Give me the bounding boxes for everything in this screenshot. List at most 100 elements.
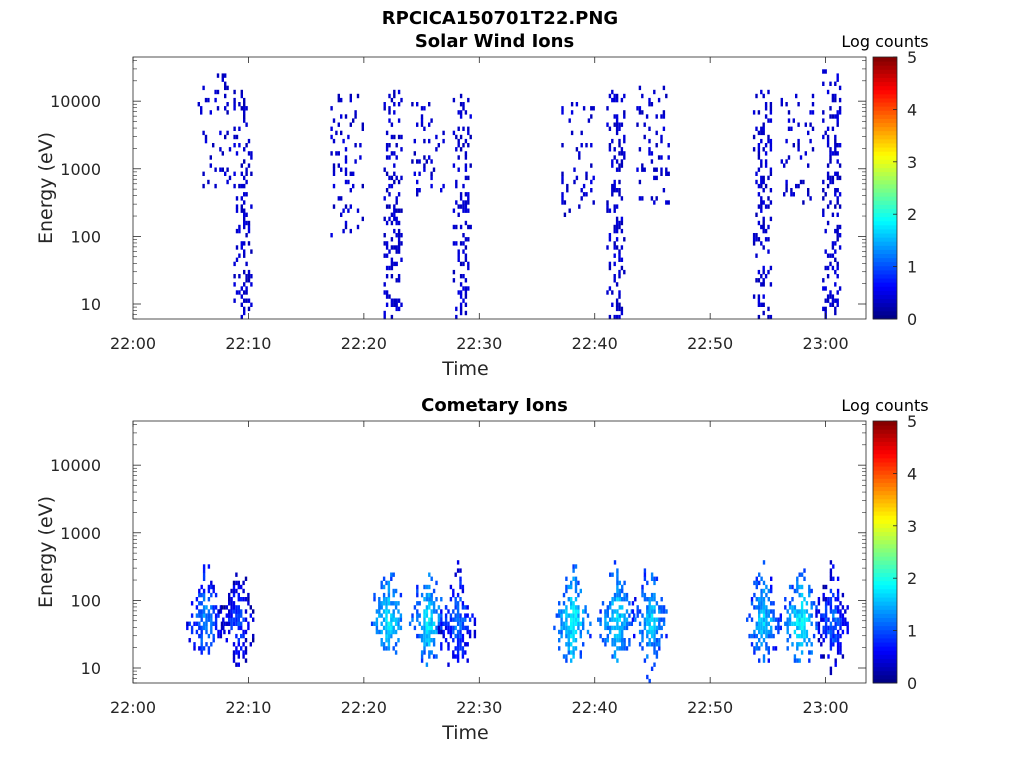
heatmap-cell bbox=[616, 592, 619, 598]
colorbar-step bbox=[873, 57, 897, 62]
heatmap-cell bbox=[388, 249, 391, 254]
heatmap-cell bbox=[785, 179, 788, 185]
heatmap-cell bbox=[829, 179, 832, 185]
heatmap-cell bbox=[382, 646, 386, 651]
heatmap-cell bbox=[235, 650, 238, 655]
heatmap-cell bbox=[244, 617, 248, 622]
heatmap-cell bbox=[616, 580, 619, 586]
heatmap-cell bbox=[383, 196, 386, 201]
heatmap-cell bbox=[580, 143, 583, 148]
heatmap-cell bbox=[440, 625, 443, 631]
heatmap-cell bbox=[385, 245, 389, 250]
heatmap-cell bbox=[620, 257, 624, 262]
heatmap-cell bbox=[820, 654, 823, 659]
heatmap-cell bbox=[653, 175, 656, 181]
heatmap-cell bbox=[221, 73, 224, 78]
heatmap-cell bbox=[456, 605, 460, 610]
heatmap-cell bbox=[638, 147, 642, 152]
heatmap-cell bbox=[615, 188, 619, 193]
heatmap-cell bbox=[380, 621, 383, 626]
heatmap-cell bbox=[829, 597, 833, 602]
heatmap-cell bbox=[392, 613, 395, 618]
colorbar-step bbox=[873, 605, 897, 610]
heatmap-cell bbox=[750, 597, 754, 602]
heatmap-cell bbox=[577, 605, 580, 610]
heatmap-cell bbox=[237, 597, 240, 602]
heatmap-cell bbox=[567, 613, 570, 618]
heatmap-cell bbox=[452, 609, 455, 614]
heatmap-cell bbox=[356, 224, 360, 230]
heatmap-cell bbox=[452, 130, 456, 136]
heatmap-cell bbox=[232, 580, 236, 586]
axes-frame bbox=[132, 420, 867, 684]
heatmap-cell bbox=[397, 220, 401, 226]
heatmap-cell bbox=[836, 196, 839, 201]
heatmap-cell bbox=[240, 93, 243, 99]
heatmap-cell bbox=[217, 633, 220, 639]
heatmap-cell bbox=[243, 269, 246, 275]
heatmap-cell bbox=[803, 568, 806, 573]
heatmap-cell bbox=[755, 253, 758, 258]
heatmap-cell bbox=[767, 597, 770, 602]
heatmap-cell bbox=[834, 662, 837, 667]
heatmap-cell bbox=[770, 633, 773, 639]
heatmap-cell bbox=[385, 646, 388, 651]
heatmap-cell bbox=[606, 621, 609, 626]
heatmap-cell bbox=[393, 228, 396, 234]
heatmap-cell bbox=[400, 175, 403, 181]
heatmap-cell bbox=[418, 159, 421, 164]
heatmap-cell bbox=[393, 216, 396, 222]
heatmap-cell bbox=[568, 208, 571, 213]
heatmap-cell bbox=[390, 625, 393, 631]
heatmap-cell bbox=[616, 617, 619, 622]
heatmap-cell bbox=[430, 159, 433, 164]
heatmap-cell bbox=[613, 314, 616, 320]
heatmap-cell bbox=[375, 621, 379, 626]
heatmap-cell bbox=[590, 143, 593, 148]
heatmap-cell bbox=[565, 613, 568, 618]
colorbar-tick-label: 5 bbox=[907, 412, 917, 431]
heatmap-cell bbox=[834, 147, 837, 152]
heatmap-cell bbox=[800, 633, 804, 639]
heatmap-cell bbox=[574, 621, 578, 626]
heatmap-cell bbox=[762, 126, 765, 131]
heatmap-cell bbox=[467, 175, 470, 181]
heatmap-cell bbox=[567, 633, 570, 639]
heatmap-cell bbox=[388, 216, 391, 222]
heatmap-cell bbox=[841, 592, 845, 598]
heatmap-cell bbox=[566, 188, 569, 193]
heatmap-cell bbox=[464, 200, 468, 205]
heatmap-cell bbox=[787, 126, 791, 131]
heatmap-cell bbox=[643, 625, 647, 631]
heatmap-cell bbox=[811, 147, 815, 152]
heatmap-cell bbox=[815, 621, 818, 626]
heatmap-cell bbox=[839, 613, 842, 618]
heatmap-cell bbox=[846, 621, 849, 626]
heatmap-cell bbox=[613, 188, 616, 193]
heatmap-cell bbox=[762, 629, 766, 635]
heatmap-cell bbox=[655, 576, 659, 581]
heatmap-cell bbox=[390, 151, 394, 156]
heatmap-cell bbox=[464, 155, 468, 160]
heatmap-cell bbox=[385, 220, 389, 226]
heatmap-cell bbox=[456, 609, 460, 614]
heatmap-cell bbox=[232, 654, 236, 659]
heatmap-cell bbox=[623, 269, 626, 275]
heatmap-cell bbox=[464, 294, 468, 299]
heatmap-cell bbox=[762, 621, 766, 626]
heatmap-cell bbox=[824, 597, 828, 602]
heatmap-cell bbox=[621, 621, 624, 626]
heatmap-cell bbox=[770, 588, 773, 594]
heatmap-cell bbox=[200, 625, 203, 631]
heatmap-cell bbox=[425, 597, 429, 602]
heatmap-cell bbox=[660, 625, 663, 631]
heatmap-cell bbox=[765, 646, 768, 651]
colorbar-step bbox=[873, 625, 897, 631]
heatmap-cell bbox=[824, 286, 827, 291]
heatmap-cell bbox=[838, 175, 842, 181]
heatmap-cell bbox=[214, 167, 217, 172]
heatmap-cell bbox=[760, 204, 763, 209]
heatmap-cell bbox=[456, 654, 460, 659]
heatmap-cell bbox=[574, 584, 578, 590]
heatmap-cell bbox=[247, 241, 251, 246]
